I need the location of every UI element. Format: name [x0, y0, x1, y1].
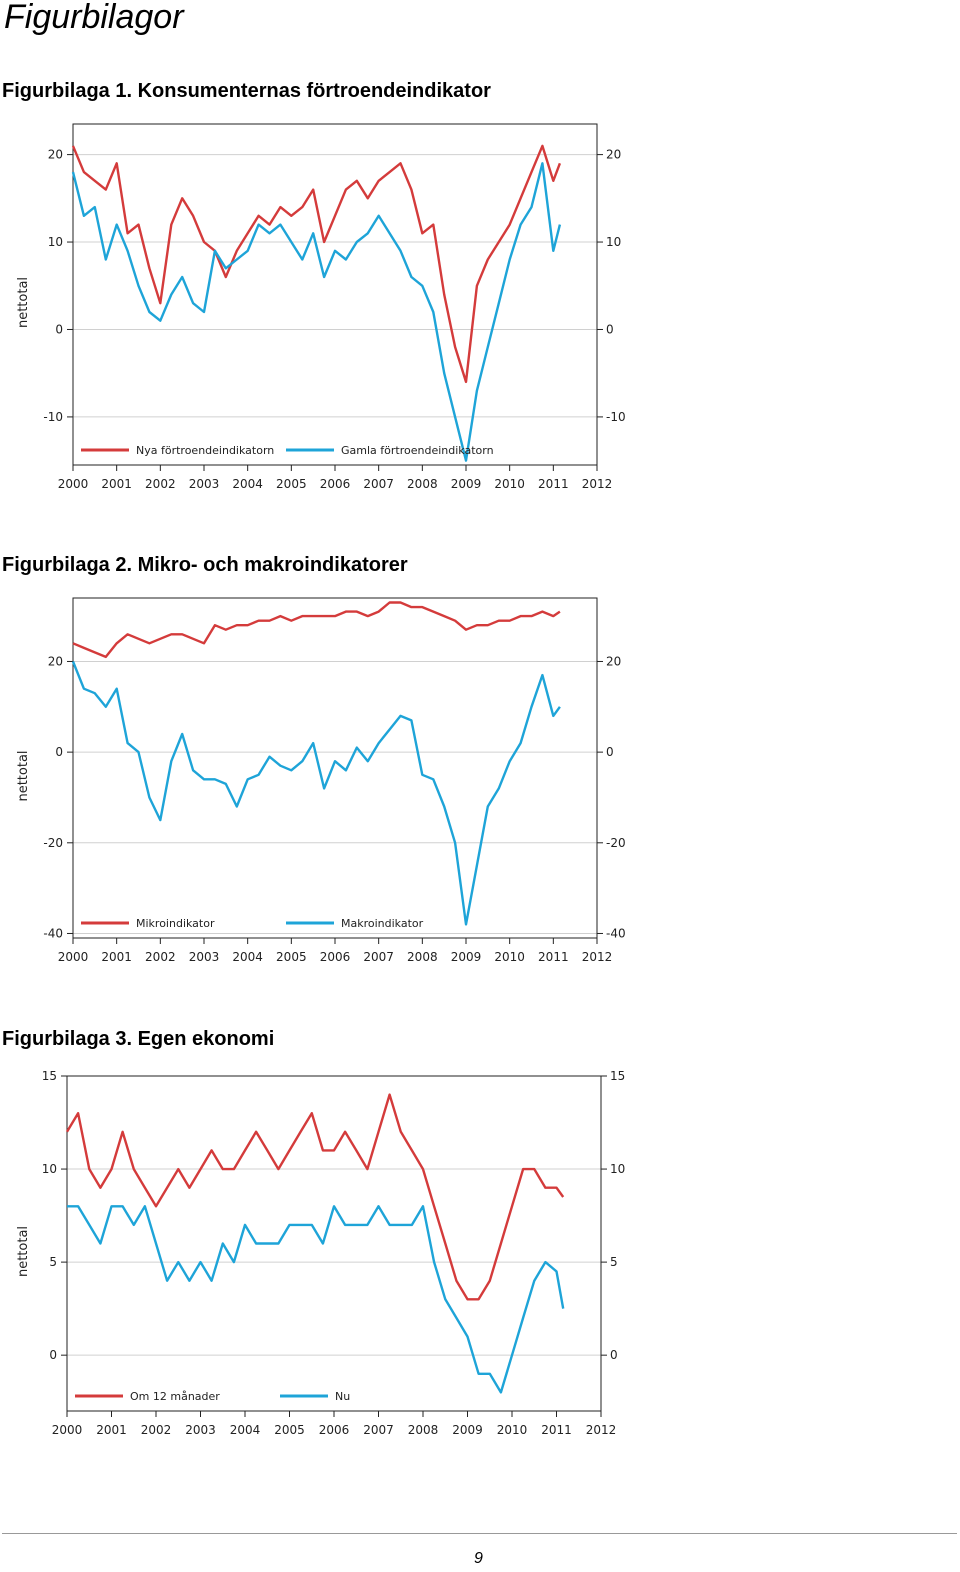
y-tick-label-right: 20: [606, 654, 621, 668]
series-line-2: [67, 1205, 565, 1394]
x-tick-label: 2010: [497, 1423, 528, 1437]
x-tick-label: 2009: [451, 950, 482, 964]
x-tick-label: 2003: [189, 477, 220, 491]
x-tick-label: 2001: [101, 477, 132, 491]
x-tick-label: 2011: [541, 1423, 572, 1437]
x-tick-label: 2012: [582, 950, 613, 964]
figure-1-heading: Figurbilaga 1. Konsumenternas förtroende…: [2, 80, 491, 102]
x-tick-label: 2004: [230, 1423, 261, 1437]
y-tick-label-right: 10: [606, 235, 621, 249]
x-tick-label: 2007: [363, 477, 394, 491]
x-tick-label: 2011: [538, 477, 569, 491]
legend-label-1: Mikroindikator: [136, 917, 215, 930]
y-tick-label: 10: [42, 1162, 57, 1176]
y-tick-label: -20: [43, 836, 63, 850]
x-tick-label: 2012: [586, 1423, 617, 1437]
plot-frame: [66, 1075, 602, 1412]
y-tick-label-right: -40: [606, 926, 626, 940]
y-tick-label-right: 0: [606, 322, 614, 336]
footer-divider: [2, 1533, 957, 1534]
y-tick-label-right: 15: [610, 1069, 625, 1083]
x-tick-label: 2007: [363, 950, 394, 964]
legend-label-1: Om 12 månader: [130, 1390, 220, 1403]
x-tick-label: 2002: [145, 950, 176, 964]
x-tick-label: 2008: [407, 950, 438, 964]
x-tick-label: 2004: [232, 950, 263, 964]
x-tick-label: 2005: [276, 950, 307, 964]
y-tick-label-right: 10: [610, 1162, 625, 1176]
x-tick-label: 2002: [141, 1423, 172, 1437]
y-tick-label-right: 0: [610, 1348, 618, 1362]
x-tick-label: 2006: [319, 1423, 350, 1437]
y-tick-label-right: -20: [606, 836, 626, 850]
x-tick-label: 2006: [320, 477, 351, 491]
y-tick-label: 0: [49, 1348, 57, 1362]
x-tick-label: 2010: [494, 477, 525, 491]
x-tick-label: 2005: [274, 1423, 305, 1437]
y-tick-label: -40: [43, 926, 63, 940]
x-tick-label: 2008: [408, 1423, 439, 1437]
figure-3-heading: Figurbilaga 3. Egen ekonomi: [2, 1028, 275, 1050]
y-tick-label: 20: [48, 148, 63, 162]
legend-label-2: Gamla förtroendeindikatorn: [341, 444, 494, 457]
y-tick-label: 0: [55, 745, 63, 759]
y-tick-label-right: 5: [610, 1255, 618, 1269]
figure-2-heading: Figurbilaga 2. Mikro- och makroindikator…: [2, 554, 408, 576]
x-tick-label: 2010: [494, 950, 525, 964]
series-line-1: [71, 144, 562, 384]
y-axis-label: nettotal: [16, 1226, 31, 1277]
x-tick-label: 2001: [101, 950, 132, 964]
legend-label-2: Makroindikator: [341, 917, 424, 930]
series-line-1: [72, 601, 561, 659]
y-tick-label-right: -10: [606, 410, 626, 424]
y-tick-label-right: 0: [606, 745, 614, 759]
x-tick-label: 2001: [96, 1423, 127, 1437]
plot-frame: [72, 597, 598, 939]
x-tick-label: 2002: [145, 477, 176, 491]
page-number: 9: [474, 1550, 483, 1567]
chart-konsumenternas-fortroendeindikator: -10 -10 0 0 10 10 20 20 2000 2001 2002 2003 2004 2005…: [16, 123, 626, 491]
x-tick-label: 2003: [185, 1423, 216, 1437]
x-tick-label: 2003: [189, 950, 220, 964]
y-axis-label: nettotal: [16, 277, 31, 328]
x-tick-label: 2000: [58, 477, 89, 491]
x-tick-label: 2000: [52, 1423, 83, 1437]
x-tick-label: 2008: [407, 477, 438, 491]
x-tick-label: 2000: [58, 950, 89, 964]
y-tick-label: 5: [49, 1255, 57, 1269]
y-tick-label: 0: [55, 322, 63, 336]
legend-label-2: Nu: [335, 1390, 350, 1403]
y-tick-label-right: 20: [606, 148, 621, 162]
x-tick-label: 2012: [582, 477, 613, 491]
x-tick-label: 2007: [363, 1423, 394, 1437]
y-tick-label: 15: [42, 1069, 57, 1083]
plot-frame: [72, 123, 598, 466]
y-tick-label: -10: [43, 410, 63, 424]
x-tick-label: 2009: [452, 1423, 483, 1437]
legend-label-1: Nya förtroendeindikatorn: [136, 444, 274, 457]
x-tick-label: 2006: [320, 950, 351, 964]
series-line-2: [71, 162, 562, 462]
y-axis-label: nettotal: [16, 750, 31, 801]
x-tick-label: 2005: [276, 477, 307, 491]
chart-mikro-makroindikatorer: -40 -40 -20 -20 0 0 20 20 2000 2001 2002 2003 2004 20…: [16, 597, 626, 964]
y-tick-label: 10: [48, 235, 63, 249]
page-title: Figurbilagor: [4, 0, 184, 36]
y-tick-label: 20: [48, 654, 63, 668]
x-tick-label: 2009: [451, 477, 482, 491]
chart-egen-ekonomi: 0 0 5 5 10 10 15 15 2000 2001 2002 2003 2004 2005 2006…: [16, 1069, 625, 1437]
x-tick-label: 2011: [538, 950, 569, 964]
series-line-1: [65, 1093, 565, 1301]
x-tick-label: 2004: [232, 477, 263, 491]
series-line-2: [71, 661, 561, 926]
